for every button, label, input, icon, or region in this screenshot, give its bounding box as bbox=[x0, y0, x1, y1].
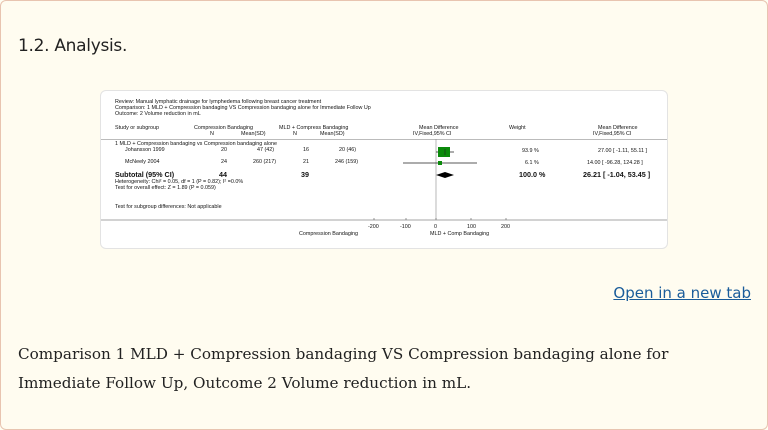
study-mean1: 47 (42) bbox=[257, 147, 275, 153]
overall-effect-text: Test for overall effect: Z = 1.89 (P = 0… bbox=[115, 185, 216, 191]
study-mean2: 246 (159) bbox=[335, 159, 359, 165]
header-group1: Compression Bandaging bbox=[194, 125, 254, 131]
header-group2-n: N bbox=[293, 131, 297, 137]
axis-label-right: MLD + Comp Bandaging bbox=[430, 231, 490, 237]
axis-label-left: Compression Bandaging bbox=[299, 231, 359, 237]
axis-tick: 0 bbox=[434, 224, 437, 230]
header-md-plot: Mean Difference bbox=[419, 125, 459, 131]
subtotal-n2: 39 bbox=[301, 170, 309, 179]
study-weight: 93.9 % bbox=[522, 148, 539, 154]
axis-tick: -200 bbox=[368, 224, 379, 230]
study-name: McNeely 2004 bbox=[125, 159, 160, 165]
heterogeneity-text: Heterogeneity: Chi² = 0.05, df = 1 (P = … bbox=[115, 179, 244, 185]
axis-tick: 100 bbox=[467, 224, 476, 230]
study-n1: 24 bbox=[221, 159, 227, 165]
header-group2: MLD + Compress Bandaging bbox=[279, 125, 349, 131]
subgroup-label: 1 MLD + Compression bandaging vs Compres… bbox=[115, 141, 277, 147]
study-n2: 21 bbox=[303, 159, 309, 165]
axis-tick: -100 bbox=[400, 224, 411, 230]
figure-caption: Comparison 1 MLD + Compression bandaging… bbox=[18, 345, 669, 392]
header-study: Study or subgroup bbox=[115, 125, 160, 131]
open-in-new-tab-link[interactable]: Open in a new tab bbox=[613, 284, 751, 302]
header-weight: Weight bbox=[509, 125, 526, 131]
forest-plot-figure: Review: Manual lymphatic drainage for ly… bbox=[100, 90, 668, 249]
header-group2-mean: Mean(SD) bbox=[320, 131, 345, 137]
study-mean2: 20 (46) bbox=[339, 147, 357, 153]
header-md-sub: IV,Fixed,95% CI bbox=[593, 131, 632, 137]
section-heading: 1.2. Analysis. bbox=[18, 36, 128, 56]
subtotal-n1: 44 bbox=[219, 170, 227, 179]
header-md-plot-sub: IV,Fixed,95% CI bbox=[413, 131, 452, 137]
study-weight: 6.1 % bbox=[525, 160, 539, 166]
figure-review: Review: Manual lymphatic drainage for ly… bbox=[115, 99, 322, 105]
study-mean1: 260 (217) bbox=[253, 159, 277, 165]
header-md: Mean Difference bbox=[598, 125, 638, 131]
header-group1-n: N bbox=[210, 131, 214, 137]
header-group1-mean: Mean(SD) bbox=[241, 131, 266, 137]
study-n1: 20 bbox=[221, 147, 227, 153]
subtotal-md: 26.21 [ -1.04, 53.45 ] bbox=[583, 170, 651, 179]
study-md: 27.00 [ -1.11, 55.11 ] bbox=[598, 148, 647, 154]
figure-comparison: Comparison: 1 MLD + Compression bandagin… bbox=[115, 105, 371, 111]
study-name: Johansson 1999 bbox=[125, 147, 165, 153]
study-n2: 16 bbox=[303, 147, 309, 153]
subtotal-weight: 100.0 % bbox=[519, 170, 546, 179]
header-divider bbox=[101, 139, 667, 140]
axis-tick: 200 bbox=[501, 224, 510, 230]
study-md: 14.00 [ -96.28, 124.28 ] bbox=[587, 160, 643, 166]
subtotal-label: Subtotal (95% CI) bbox=[115, 170, 175, 179]
subgroup-diff-text: Test for subgroup differences: Not appli… bbox=[115, 204, 222, 210]
figure-outcome: Outcome: 2 Volume reduction in mL bbox=[115, 111, 201, 117]
forest-plot-graphic bbox=[101, 139, 667, 221]
